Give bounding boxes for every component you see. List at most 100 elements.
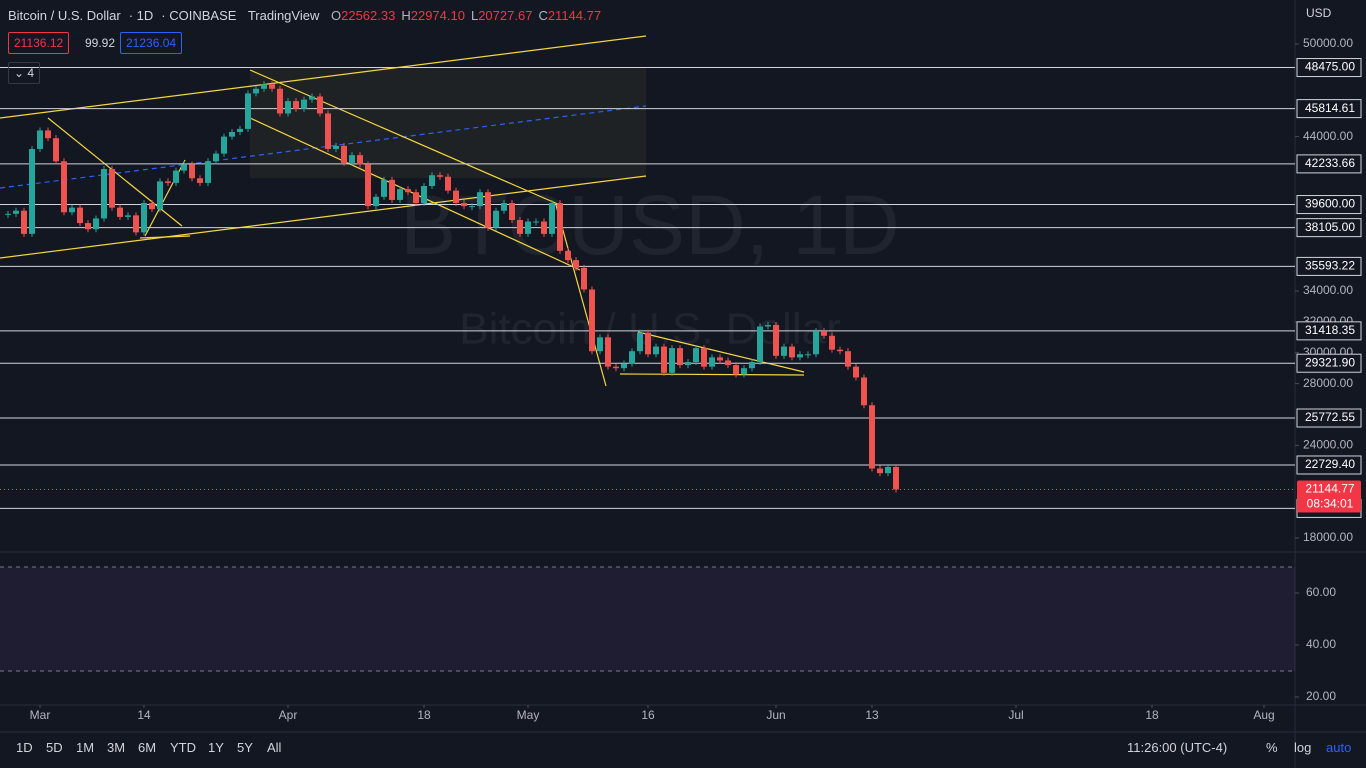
percent-toggle[interactable]: % (1266, 740, 1278, 755)
watermark-ticker: BTCUSD, 1D (400, 178, 899, 272)
x-tick-label: May (517, 708, 540, 722)
candle-body (301, 99, 307, 109)
level-label: 31418.35 (1305, 323, 1355, 337)
candle-body (677, 348, 683, 366)
ohlc-value: 20727.67 (478, 8, 533, 23)
candle-body (501, 203, 507, 211)
candle-body (573, 260, 579, 268)
candle-body (757, 326, 763, 363)
candle-body (701, 348, 707, 367)
candle-body (277, 88, 283, 114)
candle-body (773, 324, 779, 356)
candle-body (229, 131, 235, 137)
candle-body (5, 213, 11, 215)
brand: TradingView (247, 8, 320, 23)
candle-body (141, 203, 147, 233)
rsi-tick-label: 20.00 (1306, 689, 1336, 703)
bid[interactable]: 21136.12 (8, 32, 70, 54)
candle-body (381, 179, 387, 197)
x-tick-label: 13 (865, 708, 879, 722)
candle-body (837, 349, 843, 352)
range-button[interactable]: 6M (138, 740, 157, 755)
candle-body (109, 169, 115, 208)
candle-body (85, 223, 91, 230)
range-button[interactable]: All (267, 740, 282, 755)
candle-body (429, 175, 435, 187)
last-price-label: 21144.77 (1305, 482, 1354, 496)
candle-body (541, 221, 547, 234)
candle-body (749, 362, 755, 369)
ohlc-key: C (538, 8, 548, 23)
level-label-box (1296, 455, 1362, 475)
ohlc-key: H (401, 8, 411, 23)
candle-body (893, 466, 899, 490)
y-tick-label: 34000.00 (1303, 283, 1353, 297)
candle-body (189, 164, 195, 179)
range-button[interactable]: YTD (170, 740, 196, 755)
level-label: 29321.90 (1305, 355, 1355, 369)
candle-body (365, 164, 371, 207)
range-button[interactable]: 5D (46, 740, 63, 755)
x-tick-label: Jun (766, 708, 785, 722)
candle-body (93, 218, 99, 230)
candle-body (253, 88, 259, 94)
y-tick-label: 18000.00 (1303, 530, 1353, 544)
candle-body (213, 153, 219, 162)
candle-body (565, 250, 571, 261)
candle-body (405, 189, 411, 193)
candle-body (53, 138, 59, 162)
candle-body (797, 354, 803, 358)
level-label-box (1296, 353, 1362, 373)
candle-body (613, 366, 619, 369)
candle-body (581, 267, 587, 290)
ask[interactable]: 21236.04 (120, 32, 183, 54)
candle-body (877, 468, 883, 474)
log-toggle[interactable]: log (1294, 740, 1312, 755)
ohlc: O22562.33 H22974.10 L20727.67 C21144.77 (331, 8, 607, 23)
candle-body (733, 365, 739, 375)
candle-body (741, 368, 747, 375)
candle-body (117, 207, 123, 217)
candle-body (725, 360, 731, 366)
range-button[interactable]: 1Y (208, 740, 224, 755)
x-tick-label: 14 (137, 708, 151, 722)
candle-body (445, 176, 451, 191)
range-button[interactable]: 5Y (237, 740, 253, 755)
candle-body (221, 136, 227, 154)
candle-body (861, 377, 867, 406)
level-label: 45814.61 (1305, 101, 1355, 115)
rsi-panel (0, 553, 1295, 705)
candle-body (341, 145, 347, 163)
candle-body (525, 221, 531, 234)
candle-body (205, 161, 211, 183)
indicator-count-value: 4 (27, 66, 35, 80)
currency[interactable]: USD (1306, 6, 1332, 20)
candle-body (197, 178, 203, 183)
interval: 1D (136, 8, 154, 23)
indicator-count[interactable]: ⌄ 4 (8, 62, 41, 84)
candle-body (397, 189, 403, 200)
candle-body (357, 155, 363, 165)
candle-body (661, 346, 667, 373)
candle-body (509, 203, 515, 220)
level-label: 39600.00 (1305, 197, 1355, 211)
range-button[interactable]: 1M (76, 740, 95, 755)
candle-body (61, 161, 67, 213)
auto-toggle[interactable]: auto (1326, 740, 1352, 755)
candle-body (597, 337, 603, 352)
candle-body (293, 101, 299, 109)
candle-body (389, 179, 395, 200)
range-button[interactable]: 3M (107, 740, 126, 755)
candle-body (349, 155, 355, 163)
candle-body (845, 351, 851, 367)
rsi-tick-label: 40.00 (1306, 637, 1336, 651)
range-button[interactable]: 1D (16, 740, 33, 755)
level-label: 22729.40 (1305, 457, 1355, 471)
candle-body (261, 84, 267, 89)
candle-body (461, 203, 467, 207)
candle-body (533, 221, 539, 223)
candle-body (485, 192, 491, 228)
candle-body (13, 210, 19, 214)
level-label: 38105.00 (1305, 220, 1355, 234)
